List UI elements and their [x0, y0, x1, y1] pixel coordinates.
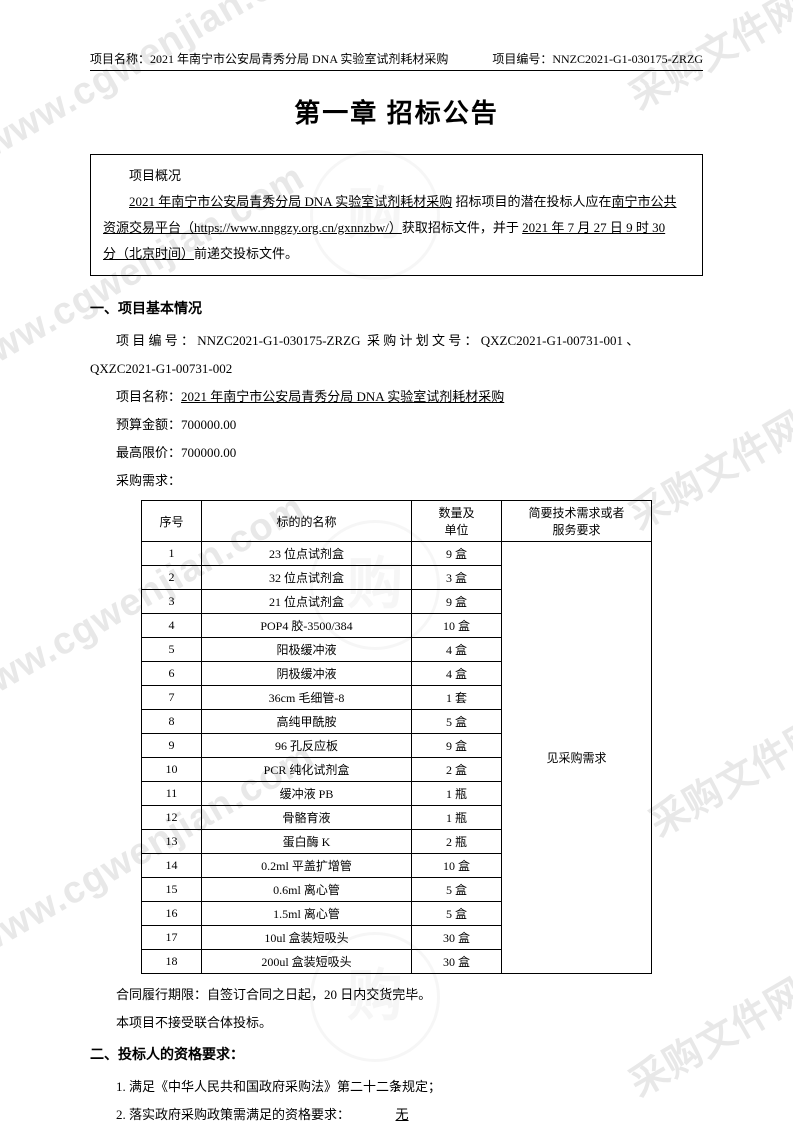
cell-seq: 16 — [142, 902, 202, 926]
header-code: 项目编号：NNZC2021-G1-030175-ZRZG — [492, 50, 703, 67]
cell-qty: 4 盒 — [412, 662, 502, 686]
budget-line: 预算金额：700000.00 — [90, 412, 703, 438]
cell-qty: 30 盒 — [412, 950, 502, 974]
cell-name: 32 位点试剂盒 — [202, 566, 412, 590]
cell-qty: 2 盒 — [412, 758, 502, 782]
overview-date: 2021 年 7 月 27 日 9 时 30 — [522, 220, 665, 235]
cell-seq: 6 — [142, 662, 202, 686]
plan-code-2: QXZC2021-G1-00731-002 — [90, 356, 703, 382]
cell-qty: 9 盒 — [412, 734, 502, 758]
cell-seq: 11 — [142, 782, 202, 806]
cell-name: 23 位点试剂盒 — [202, 542, 412, 566]
cell-seq: 8 — [142, 710, 202, 734]
cell-req-merged: 见采购需求 — [502, 542, 652, 974]
qual-item2: 2. 落实政府采购政策需满足的资格要求： 无 — [90, 1102, 703, 1128]
no-consortium: 本项目不接受联合体投标。 — [90, 1010, 703, 1036]
cell-seq: 10 — [142, 758, 202, 782]
cell-qty: 10 盒 — [412, 854, 502, 878]
cell-seq: 4 — [142, 614, 202, 638]
cell-name: 36cm 毛细管-8 — [202, 686, 412, 710]
cell-seq: 3 — [142, 590, 202, 614]
overview-time: 分（北京时间） — [103, 246, 194, 261]
cell-name: 骨骼育液 — [202, 806, 412, 830]
overview-project-name: 2021 年南宁市公安局青秀分局 DNA 实验室试剂耗材采购 — [129, 194, 452, 209]
contract-period: 合同履行期限：自签订合同之日起，20 日内交货完毕。 — [90, 982, 703, 1008]
project-code-line: 项 目 编 号 ： NNZC2021-G1-030175-ZRZG 采 购 计 … — [90, 328, 703, 354]
overview-text: 招标项目的潜在投标人应在 — [452, 194, 611, 209]
table-header-row: 序号 标的的名称 数量及单位 简要技术需求或者服务要求 — [142, 501, 652, 542]
cell-seq: 9 — [142, 734, 202, 758]
cell-qty: 30 盒 — [412, 926, 502, 950]
cell-qty: 4 盒 — [412, 638, 502, 662]
cell-qty: 2 瓶 — [412, 830, 502, 854]
overview-platform: 南宁市公共 — [611, 194, 676, 209]
cell-qty: 5 盒 — [412, 878, 502, 902]
overview-line3: 分（北京时间）前递交投标文件。 — [103, 241, 690, 267]
cell-name: 阳极缓冲液 — [202, 638, 412, 662]
overview-line1: 2021 年南宁市公安局青秀分局 DNA 实验室试剂耗材采购 招标项目的潜在投标… — [103, 189, 690, 215]
header-bar: 项目名称：2021 年南宁市公安局青秀分局 DNA 实验室试剂耗材采购 项目编号… — [90, 50, 703, 71]
cell-name: POP4 胶-3500/384 — [202, 614, 412, 638]
cell-qty: 1 瓶 — [412, 806, 502, 830]
cell-seq: 5 — [142, 638, 202, 662]
section2-title: 二、投标人的资格要求： — [90, 1044, 703, 1064]
cell-qty: 9 盒 — [412, 542, 502, 566]
maxprice-line: 最高限价：700000.00 — [90, 440, 703, 466]
qual-item1: 1. 满足《中华人民共和国政府采购法》第二十二条规定； — [90, 1074, 703, 1100]
cell-qty: 1 瓶 — [412, 782, 502, 806]
items-table: 序号 标的的名称 数量及单位 简要技术需求或者服务要求 123 位点试剂盒9 盒… — [141, 500, 652, 974]
cell-name: 10ul 盒装短吸头 — [202, 926, 412, 950]
cell-seq: 13 — [142, 830, 202, 854]
cell-qty: 9 盒 — [412, 590, 502, 614]
overview-line2: 资源交易平台（https://www.nnggzy.org.cn/gxnnzbw… — [103, 215, 690, 241]
cell-name: 0.2ml 平盖扩增管 — [202, 854, 412, 878]
overview-box: 项目概况 2021 年南宁市公安局青秀分局 DNA 实验室试剂耗材采购 招标项目… — [90, 154, 703, 276]
chapter-title: 第一章 招标公告 — [90, 93, 703, 130]
cell-name: 蛋白酶 K — [202, 830, 412, 854]
cell-qty: 3 盒 — [412, 566, 502, 590]
overview-text: 获取招标文件，并于 — [402, 220, 522, 235]
cell-seq: 2 — [142, 566, 202, 590]
cell-name: 缓冲液 PB — [202, 782, 412, 806]
cell-name: 21 位点试剂盒 — [202, 590, 412, 614]
overview-title: 项目概况 — [103, 163, 690, 189]
table-row: 123 位点试剂盒9 盒见采购需求 — [142, 542, 652, 566]
cell-name: 96 孔反应板 — [202, 734, 412, 758]
cell-seq: 17 — [142, 926, 202, 950]
cell-seq: 7 — [142, 686, 202, 710]
cell-seq: 12 — [142, 806, 202, 830]
cell-name: 200ul 盒装短吸头 — [202, 950, 412, 974]
th-seq: 序号 — [142, 501, 202, 542]
cell-name: 0.6ml 离心管 — [202, 878, 412, 902]
cell-name: 高纯甲酰胺 — [202, 710, 412, 734]
overview-url: 资源交易平台（https://www.nnggzy.org.cn/gxnnzbw… — [103, 220, 402, 235]
project-name-line: 项目名称：2021 年南宁市公安局青秀分局 DNA 实验室试剂耗材采购 — [90, 384, 703, 410]
cell-name: PCR 纯化试剂盒 — [202, 758, 412, 782]
cell-seq: 18 — [142, 950, 202, 974]
page-content: 项目名称：2021 年南宁市公安局青秀分局 DNA 实验室试剂耗材采购 项目编号… — [0, 0, 793, 1128]
demand-label: 采购需求： — [90, 468, 703, 494]
cell-name: 1.5ml 离心管 — [202, 902, 412, 926]
cell-qty: 5 盒 — [412, 902, 502, 926]
cell-qty: 5 盒 — [412, 710, 502, 734]
cell-seq: 15 — [142, 878, 202, 902]
cell-name: 阴极缓冲液 — [202, 662, 412, 686]
th-qty: 数量及单位 — [412, 501, 502, 542]
cell-seq: 14 — [142, 854, 202, 878]
cell-qty: 10 盒 — [412, 614, 502, 638]
header-project: 项目名称：2021 年南宁市公安局青秀分局 DNA 实验室试剂耗材采购 — [90, 50, 448, 67]
cell-seq: 1 — [142, 542, 202, 566]
th-name: 标的的名称 — [202, 501, 412, 542]
overview-text: 前递交投标文件。 — [194, 246, 298, 261]
section1-title: 一、项目基本情况 — [90, 298, 703, 318]
th-req: 简要技术需求或者服务要求 — [502, 501, 652, 542]
cell-qty: 1 套 — [412, 686, 502, 710]
